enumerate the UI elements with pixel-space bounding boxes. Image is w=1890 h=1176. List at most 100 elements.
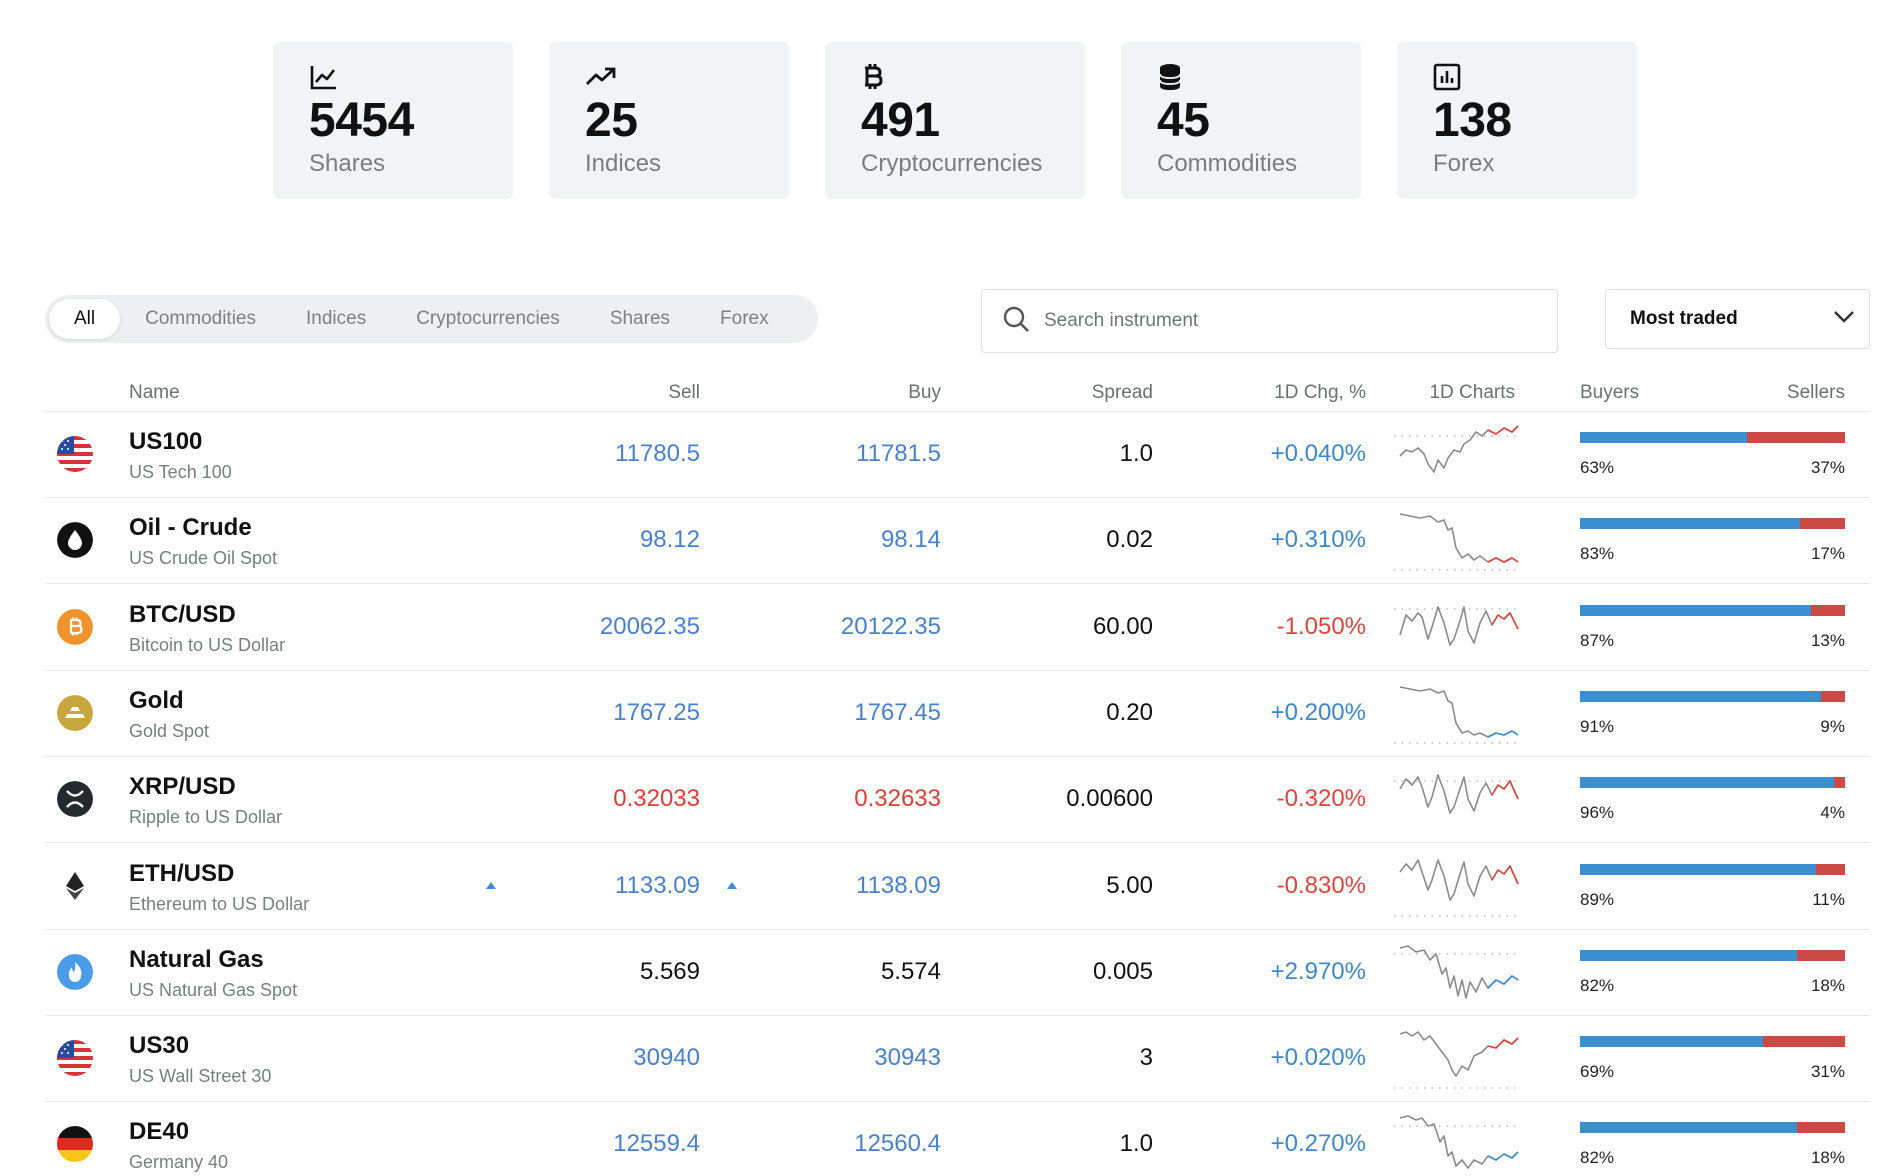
instrument-name[interactable]: BTC/USD <box>129 600 236 628</box>
sentiment-bar <box>1580 777 1845 789</box>
buy-price[interactable]: 12560.4 <box>854 1130 941 1158</box>
instrument-name[interactable]: Natural Gas <box>129 945 264 973</box>
sell-price[interactable]: 98.12 <box>639 526 700 554</box>
sparkline-chart <box>1394 774 1520 814</box>
column-name[interactable]: Name <box>129 382 180 403</box>
trending-up-icon <box>585 60 753 94</box>
instrument-description: Ripple to US Dollar <box>129 807 283 828</box>
sellers-percent: 13% <box>1810 630 1845 650</box>
tab-indices[interactable]: Indices <box>306 308 367 329</box>
sellers-fill <box>1821 690 1845 702</box>
buy-price[interactable]: 98.14 <box>880 526 941 554</box>
table-row[interactable]: Natural Gas US Natural Gas Spot 5.569 5.… <box>45 930 1870 1016</box>
sort-dropdown[interactable]: Most traded <box>1605 289 1870 349</box>
stat-card-shares[interactable]: 5454 Shares <box>273 42 513 199</box>
tab-cryptocurrencies[interactable]: Cryptocurrencies <box>416 308 560 329</box>
sparkline-chart <box>1394 425 1520 473</box>
table-row[interactable]: US100 US Tech 100 11780.5 11781.5 1.0 +0… <box>45 412 1870 498</box>
sentiment-bar <box>1580 863 1845 875</box>
stat-label: Indices <box>585 150 662 177</box>
sentiment-bar <box>1580 1122 1845 1134</box>
sell-price[interactable]: 5.569 <box>639 957 700 985</box>
instrument-name[interactable]: ETH/USD <box>129 859 235 887</box>
sparkline-chart <box>1394 605 1520 646</box>
buy-price[interactable]: 30943 <box>874 1044 941 1072</box>
spread-value: 1.0 <box>1119 1130 1153 1158</box>
sentiment-bar <box>1580 949 1845 961</box>
buyers-fill <box>1580 518 1800 530</box>
sell-price[interactable]: 30940 <box>633 1044 700 1072</box>
sparkline-chart <box>1394 1115 1520 1170</box>
sellers-percent: 18% <box>1810 1148 1845 1168</box>
spread-value: 1.0 <box>1119 440 1153 467</box>
instrument-name[interactable]: US100 <box>129 428 203 455</box>
sell-price[interactable]: 0.32033 <box>613 785 700 813</box>
table-row[interactable]: US30 US Wall Street 30 30940 30943 3 +0.… <box>45 1016 1870 1103</box>
buyers-fill <box>1580 863 1816 875</box>
table-row[interactable]: XRP/USD Ripple to US Dollar 0.32033 0.32… <box>45 757 1870 844</box>
column-sell[interactable]: Sell <box>668 382 700 403</box>
daily-change: -0.830% <box>1276 871 1366 899</box>
stat-card-commodities[interactable]: 45 Commodities <box>1121 42 1361 199</box>
stat-value: 5454 <box>309 94 414 147</box>
stat-card-indices[interactable]: 25 Indices <box>549 42 789 199</box>
spread-value: 3 <box>1139 1044 1153 1072</box>
sentiment-bar <box>1580 518 1845 530</box>
search-input[interactable] <box>1044 310 1524 332</box>
tab-forex[interactable]: Forex <box>720 308 769 329</box>
sentiment-bar <box>1580 432 1845 443</box>
bitcoin-icon <box>861 60 1049 94</box>
instrument-description: US Wall Street 30 <box>129 1066 272 1087</box>
sellers-percent: 37% <box>1810 458 1845 477</box>
spread-value: 5.00 <box>1106 871 1153 899</box>
stat-card-cryptocurrencies[interactable]: 491 Cryptocurrencies <box>825 42 1085 199</box>
column-change[interactable]: 1D Chg, % <box>1274 382 1366 403</box>
buy-price[interactable]: 5.574 <box>880 957 941 985</box>
sell-price[interactable]: 11780.5 <box>615 440 700 467</box>
table-row[interactable]: Oil - Crude US Crude Oil Spot 98.12 98.1… <box>45 498 1870 585</box>
germany-flag-icon <box>57 1126 93 1163</box>
spread-value: 0.02 <box>1106 526 1153 554</box>
instrument-name[interactable]: Oil - Crude <box>129 514 252 542</box>
buy-price[interactable]: 0.32633 <box>854 785 941 813</box>
sell-price[interactable]: 1767.25 <box>613 698 700 726</box>
instrument-name[interactable]: DE40 <box>129 1118 190 1146</box>
instrument-name[interactable]: XRP/USD <box>129 773 236 801</box>
buy-price[interactable]: 11781.5 <box>856 440 941 467</box>
table-row[interactable]: BTC/USD Bitcoin to US Dollar 20062.35 20… <box>45 585 1870 671</box>
tab-shares[interactable]: Shares <box>609 308 671 329</box>
column-buy[interactable]: Buy <box>908 382 941 403</box>
sellers-percent: 11% <box>1812 889 1845 909</box>
buyers-percent: 89% <box>1580 889 1615 909</box>
buy-up-arrow-icon <box>727 881 737 889</box>
table-row[interactable]: ETH/USD Ethereum to US Dollar 1133.09 11… <box>45 844 1870 930</box>
stat-label: Cryptocurrencies <box>861 150 1043 177</box>
stats-row: 5454 Shares 25 Indices 491 Cryptocurrenc… <box>273 42 1637 199</box>
table-row[interactable]: DE40 Germany 40 12559.4 12560.4 1.0 +0.2… <box>45 1102 1870 1176</box>
buy-price[interactable]: 1767.45 <box>854 698 941 726</box>
sellers-percent: 4% <box>1820 803 1845 823</box>
table-row[interactable]: Gold Gold Spot 1767.25 1767.45 0.20 +0.2… <box>45 671 1870 757</box>
instrument-name[interactable]: US30 <box>129 1032 190 1060</box>
stat-value: 25 <box>585 94 638 147</box>
tab-all[interactable]: All <box>49 299 121 339</box>
category-tabs: All Commodities Indices Cryptocurrencies… <box>45 295 818 343</box>
column-buyers: Buyers <box>1580 382 1640 403</box>
sell-price[interactable]: 12559.4 <box>613 1130 700 1158</box>
buyers-fill <box>1580 1122 1798 1134</box>
column-spread[interactable]: Spread <box>1091 382 1153 403</box>
instrument-name[interactable]: Gold <box>129 686 184 714</box>
sparkline-chart <box>1394 1031 1520 1089</box>
buy-price[interactable]: 1138.09 <box>856 871 941 899</box>
daily-change: +2.970% <box>1270 957 1366 985</box>
sell-price[interactable]: 1133.09 <box>615 871 700 899</box>
tab-commodities[interactable]: Commodities <box>145 308 256 329</box>
sparkline-chart <box>1394 686 1520 744</box>
buyers-fill <box>1580 690 1822 702</box>
sell-price[interactable]: 20062.35 <box>599 612 700 640</box>
buy-price[interactable]: 20122.35 <box>840 612 941 640</box>
xrp-icon <box>57 781 93 818</box>
stat-card-forex[interactable]: 138 Forex <box>1397 42 1637 199</box>
sellers-fill <box>1810 604 1845 616</box>
buyers-percent: 83% <box>1580 544 1615 564</box>
